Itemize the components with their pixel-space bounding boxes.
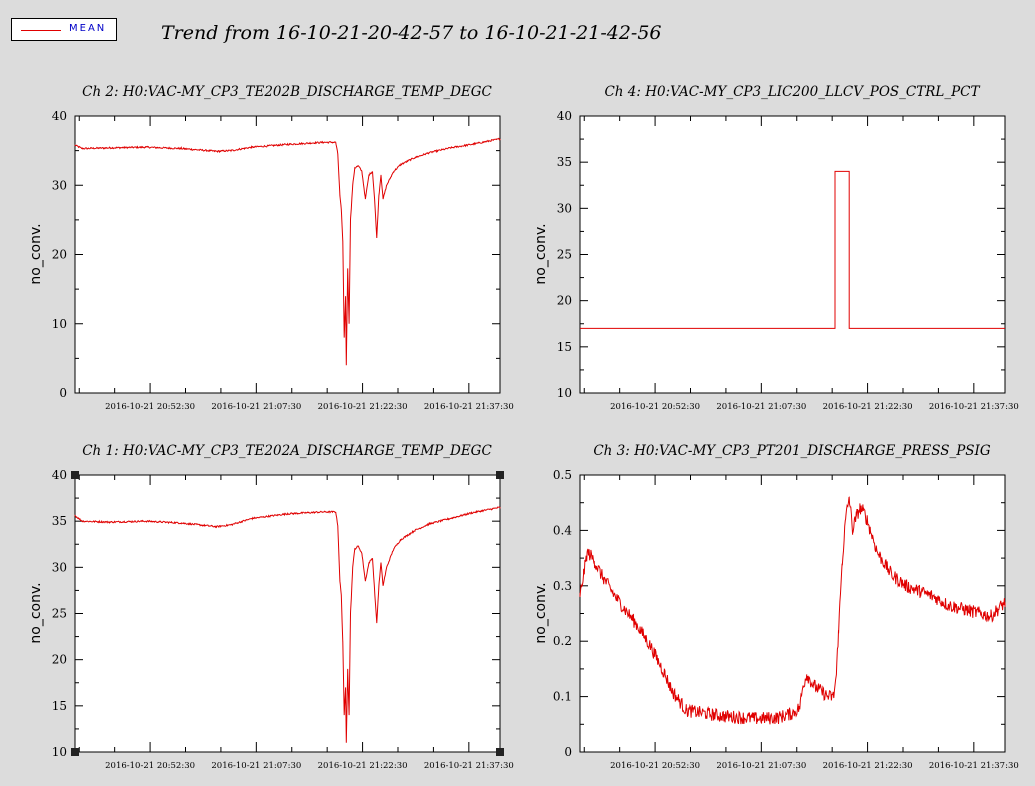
- x-tick-label: 2016-10-21 21:37:30: [929, 761, 1019, 771]
- x-tick-label: 2016-10-21 21:07:30: [716, 402, 806, 412]
- selection-handle[interactable]: [71, 471, 79, 479]
- chart-title: Ch 3: H0:VAC-MY_CP3_PT201_DISCHARGE_PRES…: [593, 443, 991, 459]
- y-tick-label: 30: [52, 178, 67, 192]
- series-line-ch1: [74, 506, 501, 743]
- chart-ch3: Ch 3: H0:VAC-MY_CP3_PT201_DISCHARGE_PRES…: [533, 443, 1019, 771]
- y-tick-label: 0.2: [553, 634, 572, 648]
- y-tick-label: 0.1: [553, 690, 572, 704]
- x-tick-label: 2016-10-21 21:07:30: [211, 761, 301, 771]
- x-tick-label: 2016-10-21 20:52:30: [610, 402, 700, 412]
- series-line-ch3: [579, 496, 1006, 725]
- chart-title: Ch 4: H0:VAC-MY_CP3_LIC200_LLCV_POS_CTRL…: [604, 84, 980, 100]
- y-tick-label: 15: [557, 340, 572, 354]
- x-tick-label: 2016-10-21 21:22:30: [823, 402, 913, 412]
- y-tick-label: 0.5: [553, 468, 572, 482]
- legend: MEAN: [11, 18, 117, 41]
- selection-handle[interactable]: [496, 748, 504, 756]
- x-tick-label: 2016-10-21 21:37:30: [929, 402, 1019, 412]
- chart-title: Ch 1: H0:VAC-MY_CP3_TE202A_DISCHARGE_TEM…: [82, 443, 492, 459]
- x-tick-label: 2016-10-21 20:52:30: [105, 402, 195, 412]
- y-tick-label: 10: [52, 745, 67, 759]
- chart-title: Ch 2: H0:VAC-MY_CP3_TE202B_DISCHARGE_TEM…: [82, 84, 492, 100]
- y-tick-label: 25: [557, 248, 572, 262]
- y-tick-label: 20: [52, 248, 67, 262]
- y-tick-label: 15: [52, 699, 67, 713]
- legend-swatch-line: [21, 30, 61, 31]
- y-tick-label: 35: [52, 514, 67, 528]
- x-tick-label: 2016-10-21 21:37:30: [424, 761, 514, 771]
- x-tick-label: 2016-10-21 21:07:30: [716, 761, 806, 771]
- plot-area: [579, 115, 1006, 394]
- y-axis-label: no_conv.: [28, 582, 44, 643]
- y-tick-label: 20: [557, 294, 572, 308]
- y-tick-label: 0: [59, 386, 67, 400]
- selection-handle[interactable]: [71, 748, 79, 756]
- y-axis-label: no_conv.: [533, 582, 549, 643]
- y-tick-label: 0: [564, 745, 572, 759]
- y-tick-label: 40: [52, 468, 67, 482]
- y-tick-label: 30: [557, 201, 572, 215]
- chart-ch1: Ch 1: H0:VAC-MY_CP3_TE202A_DISCHARGE_TEM…: [28, 443, 514, 771]
- y-tick-label: 40: [52, 109, 67, 123]
- y-tick-label: 0.4: [553, 523, 572, 537]
- y-axis-label: no_conv.: [533, 223, 549, 284]
- page-title: Trend from 16-10-21-20-42-57 to 16-10-21…: [161, 22, 662, 44]
- y-axis-label: no_conv.: [28, 223, 44, 284]
- series-line-ch2: [74, 137, 501, 366]
- x-tick-label: 2016-10-21 21:07:30: [211, 402, 301, 412]
- y-tick-label: 20: [52, 653, 67, 667]
- chart-ch2: Ch 2: H0:VAC-MY_CP3_TE202B_DISCHARGE_TEM…: [28, 84, 514, 412]
- series-line-ch4: [580, 170, 1005, 329]
- x-tick-label: 2016-10-21 21:22:30: [318, 402, 408, 412]
- chart-ch4: Ch 4: H0:VAC-MY_CP3_LIC200_LLCV_POS_CTRL…: [533, 84, 1019, 412]
- x-tick-label: 2016-10-21 20:52:30: [610, 761, 700, 771]
- plot-area: [579, 474, 1006, 753]
- x-tick-label: 2016-10-21 21:37:30: [424, 402, 514, 412]
- y-tick-label: 10: [557, 386, 572, 400]
- y-tick-label: 40: [557, 109, 572, 123]
- y-tick-label: 10: [52, 317, 67, 331]
- x-tick-label: 2016-10-21 21:22:30: [318, 761, 408, 771]
- y-tick-label: 0.3: [553, 579, 572, 593]
- x-tick-label: 2016-10-21 21:22:30: [823, 761, 913, 771]
- y-tick-label: 25: [52, 607, 67, 621]
- legend-label: MEAN: [69, 23, 107, 34]
- selection-handle[interactable]: [496, 471, 504, 479]
- y-tick-label: 30: [52, 560, 67, 574]
- x-tick-label: 2016-10-21 20:52:30: [105, 761, 195, 771]
- plot-area: [74, 474, 501, 753]
- y-tick-label: 35: [557, 155, 572, 169]
- plot-area: [74, 115, 501, 394]
